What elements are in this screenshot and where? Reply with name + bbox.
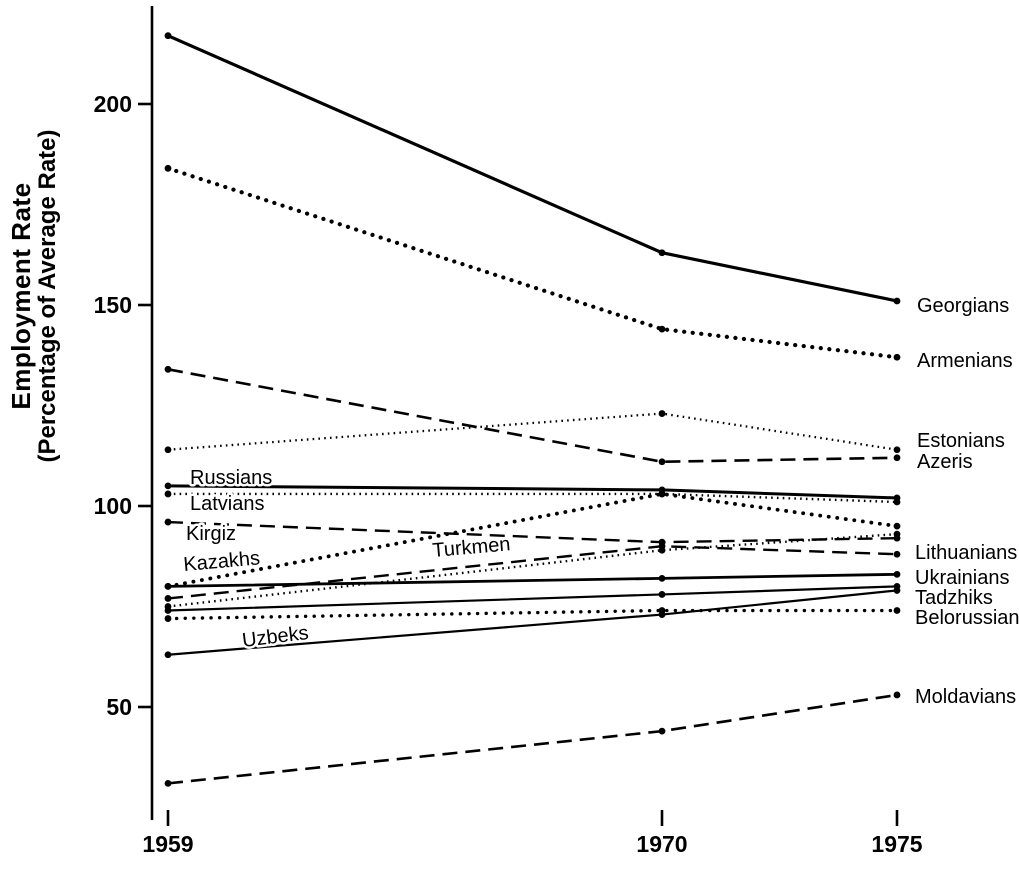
- series-line-ukrainians: [167, 572, 898, 588]
- series-line-kirgiz: [167, 520, 898, 544]
- point-russians-1959: [164, 482, 172, 490]
- point-georgians-1975: [893, 297, 901, 305]
- point-kazakhs-1975: [893, 522, 901, 530]
- point-uzbeks-1975: [893, 587, 901, 594]
- series-line-georgians: [167, 34, 898, 303]
- x-tick-label-1975: 1975: [871, 831, 922, 857]
- point-lithuanians-1970: [658, 542, 666, 550]
- point-belorussians-1959: [164, 615, 172, 622]
- point-georgians-1959: [164, 32, 172, 40]
- series-label-georgians: Georgians: [917, 295, 1009, 317]
- point-kirgiz-1959: [164, 518, 172, 526]
- series-label-turkmen: Turkmen: [432, 533, 512, 562]
- x-tick-label-1970: 1970: [636, 831, 687, 857]
- point-ukrainians-1970: [658, 574, 666, 582]
- series-label-azeris: Azeris: [917, 451, 973, 473]
- point-uzbeks-1959: [164, 651, 172, 659]
- series-label-lithuanians: Lithuanians: [915, 542, 1017, 564]
- point-estonians-1975: [893, 446, 901, 454]
- series-line-estonians: [167, 412, 898, 451]
- series-line-azeris: [167, 368, 898, 464]
- series-label-kazakhs: Kazakhs: [183, 547, 261, 576]
- point-lithuanians-1959: [164, 595, 172, 602]
- series-label-kirgiz: Kirgiz: [186, 523, 236, 545]
- point-moldavians-1970: [658, 727, 666, 735]
- series-label-russians: Russians: [190, 467, 272, 489]
- point-estonians-1970: [658, 410, 666, 417]
- point-azeris-1975: [893, 454, 901, 462]
- point-ukrainians-1959: [164, 583, 172, 590]
- point-turkmen-1975: [893, 530, 901, 538]
- y-tick-label-100: 100: [94, 493, 132, 519]
- series-line-tadzhiks: [167, 585, 898, 612]
- point-moldavians-1959: [164, 779, 172, 787]
- series-line-russians: [167, 484, 898, 500]
- point-latvians-1959: [164, 490, 172, 498]
- point-tadzhiks-1959: [164, 607, 172, 614]
- x-tick-label-1959: 1959: [142, 831, 193, 857]
- point-armenians-1975: [893, 353, 901, 361]
- series-line-kazakhs: [166, 492, 899, 589]
- series-label-moldavians: Moldavians: [915, 686, 1016, 708]
- point-armenians-1959: [164, 164, 172, 172]
- point-ukrainians-1975: [893, 570, 901, 578]
- point-estonians-1959: [164, 446, 172, 454]
- point-georgians-1970: [658, 249, 666, 257]
- series-line-armenians: [165, 166, 900, 360]
- y-tick-label-50: 50: [106, 694, 132, 720]
- point-lithuanians-1975: [893, 550, 901, 558]
- point-armenians-1970: [658, 325, 666, 333]
- series-line-moldavians: [167, 693, 898, 785]
- point-latvians-1975: [893, 498, 901, 506]
- point-kazakhs-1970: [658, 490, 666, 498]
- series-label-uzbeks: Uzbeks: [241, 622, 310, 652]
- point-uzbeks-1970: [658, 611, 666, 618]
- series-label-belorussians: Belorussians: [915, 607, 1019, 629]
- series-line-belorussians: [166, 608, 899, 621]
- series-line-turkmen: [167, 532, 898, 608]
- point-azeris-1970: [658, 458, 666, 466]
- y-tick-label-150: 150: [94, 292, 132, 318]
- point-tadzhiks-1970: [658, 591, 666, 598]
- point-azeris-1959: [164, 365, 172, 373]
- point-belorussians-1975: [893, 607, 901, 614]
- series-label-estonians: Estonians: [917, 430, 1005, 452]
- series-label-latvians: Latvians: [190, 493, 265, 515]
- series-label-armenians: Armenians: [917, 350, 1013, 372]
- series-label-ukrainians: Ukrainians: [915, 567, 1009, 589]
- y-tick-label-200: 200: [94, 91, 132, 117]
- series-label-tadzhiks: Tadzhiks: [915, 587, 993, 609]
- point-moldavians-1975: [893, 691, 901, 699]
